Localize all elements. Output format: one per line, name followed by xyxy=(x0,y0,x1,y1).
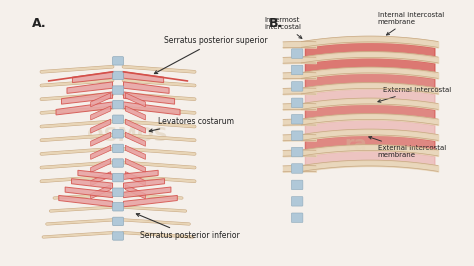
FancyBboxPatch shape xyxy=(292,147,303,157)
FancyBboxPatch shape xyxy=(292,131,303,140)
Polygon shape xyxy=(67,82,112,93)
Polygon shape xyxy=(125,106,146,120)
FancyBboxPatch shape xyxy=(112,71,124,80)
Polygon shape xyxy=(91,119,111,133)
FancyBboxPatch shape xyxy=(112,130,124,138)
Polygon shape xyxy=(62,92,112,104)
Text: Serratus posterior superior: Serratus posterior superior xyxy=(155,36,267,74)
FancyBboxPatch shape xyxy=(112,203,124,211)
Polygon shape xyxy=(125,93,146,107)
FancyBboxPatch shape xyxy=(112,232,124,240)
Polygon shape xyxy=(125,159,146,173)
Polygon shape xyxy=(91,159,111,173)
Text: OSMOS: OSMOS xyxy=(87,126,167,145)
Polygon shape xyxy=(91,145,111,159)
FancyBboxPatch shape xyxy=(292,65,303,75)
Polygon shape xyxy=(125,145,146,159)
FancyBboxPatch shape xyxy=(112,159,124,167)
FancyBboxPatch shape xyxy=(292,49,303,58)
Polygon shape xyxy=(73,72,112,83)
Text: Internal intercostal
membrane: Internal intercostal membrane xyxy=(378,12,444,35)
Polygon shape xyxy=(125,172,146,186)
FancyBboxPatch shape xyxy=(292,82,303,91)
Text: External intercostal
membrane: External intercostal membrane xyxy=(369,136,446,158)
Text: B.: B. xyxy=(268,17,283,30)
Polygon shape xyxy=(125,119,146,133)
Polygon shape xyxy=(78,170,112,180)
FancyBboxPatch shape xyxy=(292,180,303,190)
FancyBboxPatch shape xyxy=(292,98,303,107)
Polygon shape xyxy=(91,93,111,107)
Text: Serratus posterior inferior: Serratus posterior inferior xyxy=(137,214,240,240)
Text: Levatores costarum: Levatores costarum xyxy=(149,117,234,132)
FancyBboxPatch shape xyxy=(292,213,303,222)
FancyBboxPatch shape xyxy=(112,115,124,123)
Polygon shape xyxy=(65,187,112,198)
FancyBboxPatch shape xyxy=(292,164,303,173)
Polygon shape xyxy=(124,170,158,180)
Polygon shape xyxy=(91,185,111,199)
Polygon shape xyxy=(125,132,146,146)
Polygon shape xyxy=(124,187,171,198)
FancyBboxPatch shape xyxy=(112,188,124,196)
Polygon shape xyxy=(72,179,112,189)
FancyBboxPatch shape xyxy=(292,114,303,124)
Polygon shape xyxy=(91,132,111,146)
FancyBboxPatch shape xyxy=(112,101,124,109)
Polygon shape xyxy=(124,92,174,104)
Polygon shape xyxy=(59,196,112,207)
Text: Innermost
intercostal: Innermost intercostal xyxy=(265,17,302,38)
Text: External intercostal: External intercostal xyxy=(378,87,452,102)
Polygon shape xyxy=(124,196,177,207)
Polygon shape xyxy=(124,102,180,115)
Polygon shape xyxy=(124,179,164,189)
FancyBboxPatch shape xyxy=(112,144,124,153)
Polygon shape xyxy=(124,82,169,93)
FancyBboxPatch shape xyxy=(112,217,124,226)
FancyBboxPatch shape xyxy=(292,197,303,206)
FancyBboxPatch shape xyxy=(112,57,124,65)
Polygon shape xyxy=(125,185,146,199)
FancyBboxPatch shape xyxy=(112,173,124,182)
Text: ra: ra xyxy=(345,135,367,154)
FancyBboxPatch shape xyxy=(112,86,124,94)
Polygon shape xyxy=(91,172,111,186)
Text: A.: A. xyxy=(32,17,47,30)
Polygon shape xyxy=(56,102,112,115)
Polygon shape xyxy=(124,72,164,83)
Polygon shape xyxy=(91,106,111,120)
